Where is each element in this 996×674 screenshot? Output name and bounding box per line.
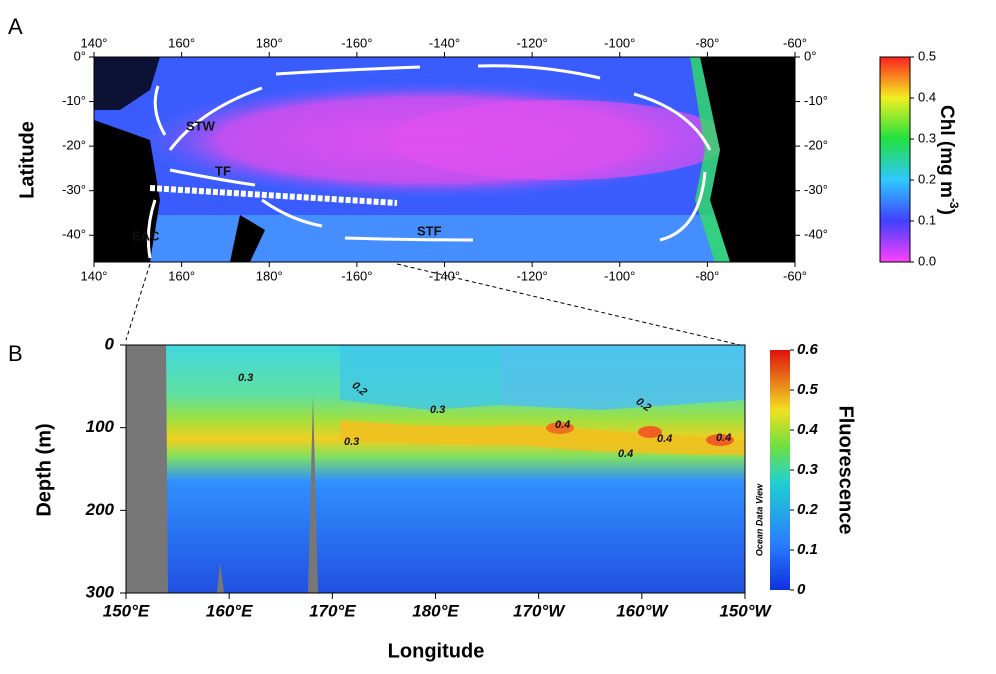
y-tick-label: -10° — [62, 93, 86, 108]
annotation: STW — [186, 118, 216, 133]
dcm-max — [706, 434, 734, 446]
x-tick-label: 150°W — [719, 601, 772, 620]
x-tick-label: 160° — [168, 268, 195, 283]
contour-label: 0.3 — [430, 404, 445, 416]
seamount — [308, 395, 318, 593]
y-tick-label: -10° — [804, 93, 828, 108]
x-tick-label: 140° — [81, 268, 108, 283]
x-axis-title: Longitude — [388, 640, 485, 662]
dcm-max — [638, 426, 662, 438]
y-tick-label: -40° — [62, 227, 86, 242]
x-tick-label: -100° — [604, 268, 635, 283]
colorbar-tick-label: 0.6 — [797, 341, 819, 358]
x-tick-label: 160° — [168, 35, 195, 50]
x-tick-label: -160° — [341, 268, 372, 283]
y-tick-label: 200 — [85, 500, 115, 519]
transect — [149, 185, 398, 206]
x-tick-label: 140° — [81, 35, 108, 50]
land — [126, 345, 168, 593]
y-tick-label: -30° — [62, 182, 86, 197]
x-tick-label: 180°E — [412, 601, 459, 620]
x-tick-label: -100° — [604, 35, 635, 50]
colorbar-title: Fluorescence — [835, 406, 857, 535]
colorbar-title-sup: -3 — [947, 198, 961, 209]
colorbar-tick-label: 0.3 — [797, 461, 819, 478]
y-tick-label: -20° — [62, 138, 86, 153]
colorbar-title-end: ) — [936, 209, 957, 215]
colorbar-tick-label: 0.3 — [918, 130, 936, 145]
land-png — [94, 57, 160, 110]
colorbar — [879, 56, 911, 263]
dcm-band — [340, 420, 745, 455]
x-tick-label: 160°E — [206, 601, 253, 620]
annotation: EAC — [132, 228, 160, 243]
annotation: STF — [417, 223, 442, 238]
y-tick-label: 0° — [74, 48, 86, 63]
x-tick-label: -160° — [341, 35, 372, 50]
y-tick-label: 100 — [86, 417, 115, 436]
y-tick-label: 300 — [86, 582, 115, 601]
dcm-max — [546, 422, 574, 434]
colorbar-tick-label: 0.1 — [797, 541, 818, 558]
panel-b: B Depth (m) Longitude 0.3 0.2 0.3 0.3 0.… — [8, 263, 857, 662]
x-tick-label: -60° — [783, 35, 807, 50]
contour-label: 0.3 — [344, 436, 359, 448]
x-tick-label: 170°E — [309, 601, 356, 620]
y-tick-label: 0 — [105, 334, 115, 353]
x-tick-label: 150°E — [103, 601, 150, 620]
colorbar-tick-label: 0.5 — [918, 48, 936, 63]
y-axis-title: Latitude — [16, 121, 38, 199]
colorbar — [770, 350, 790, 590]
contour-label: 0.3 — [238, 372, 253, 384]
x-tick-label: 170°W — [513, 601, 566, 620]
annotations: STW TF EAC STF — [132, 118, 442, 243]
contour-label: 0.4 — [716, 432, 731, 444]
x-tick-label: -120° — [517, 35, 548, 50]
y-tick-label: 0° — [804, 48, 816, 63]
x-tick-label: -80° — [695, 35, 719, 50]
x-tick-label: -140° — [429, 35, 460, 50]
coastal-bloom — [690, 57, 730, 262]
land-nz — [230, 215, 265, 262]
land-america — [700, 57, 795, 262]
colorbar-tick-label: 0.0 — [918, 253, 936, 268]
y-tick-label: -40° — [804, 227, 828, 242]
x-tick-label: 160°W — [616, 601, 669, 620]
gyre-core — [390, 100, 730, 180]
contour-label: 0.4 — [618, 448, 633, 460]
colorbar-tick-label: 0.1 — [918, 212, 936, 227]
currents — [146, 64, 712, 259]
land-australia — [94, 120, 160, 262]
seamount — [217, 562, 224, 593]
y-tick-label: -20° — [804, 138, 828, 153]
colorbar-tick-label: 0.2 — [797, 501, 819, 518]
x-tick-label: -60° — [783, 268, 807, 283]
colorbar-tick-label: 0.4 — [918, 89, 936, 104]
x-tick-label: 180° — [256, 268, 283, 283]
panel-label: B — [8, 341, 23, 366]
colorbar-title-main: Chl (mg m — [936, 105, 957, 198]
colorbar-tick-label: 0.2 — [918, 171, 936, 186]
x-tick-label: 180° — [256, 35, 283, 50]
low-fluor-surface — [340, 345, 500, 410]
contour-label: 0.4 — [555, 419, 570, 431]
x-tick-label: -120° — [517, 268, 548, 283]
y-axis-title: Depth (m) — [33, 423, 55, 516]
colorbar-tick-label: 0.5 — [797, 381, 819, 398]
annotation: TF — [215, 163, 231, 178]
contour-labels: 0.3 0.2 0.3 0.3 0.4 0.2 0.4 0.4 0.4 — [238, 372, 731, 460]
panel-label: A — [8, 14, 23, 39]
x-tick-label: -80° — [695, 268, 719, 283]
watermark: Ocean Data View — [754, 483, 764, 556]
contour-label: 0.4 — [657, 433, 672, 445]
connector-lines — [125, 263, 741, 346]
colorbar-tick-label: 0 — [797, 581, 806, 598]
low-fluor-east — [500, 345, 745, 410]
y-tick-label: -30° — [804, 182, 828, 197]
panel-a: A Latitude STW TF EAC STF Chl (mg m-3) 1… — [8, 14, 961, 284]
colorbar-tick-label: 0.4 — [797, 421, 819, 438]
colorbar-title: Chl (mg m-3) — [936, 105, 961, 215]
x-tick-label: -140° — [429, 268, 460, 283]
